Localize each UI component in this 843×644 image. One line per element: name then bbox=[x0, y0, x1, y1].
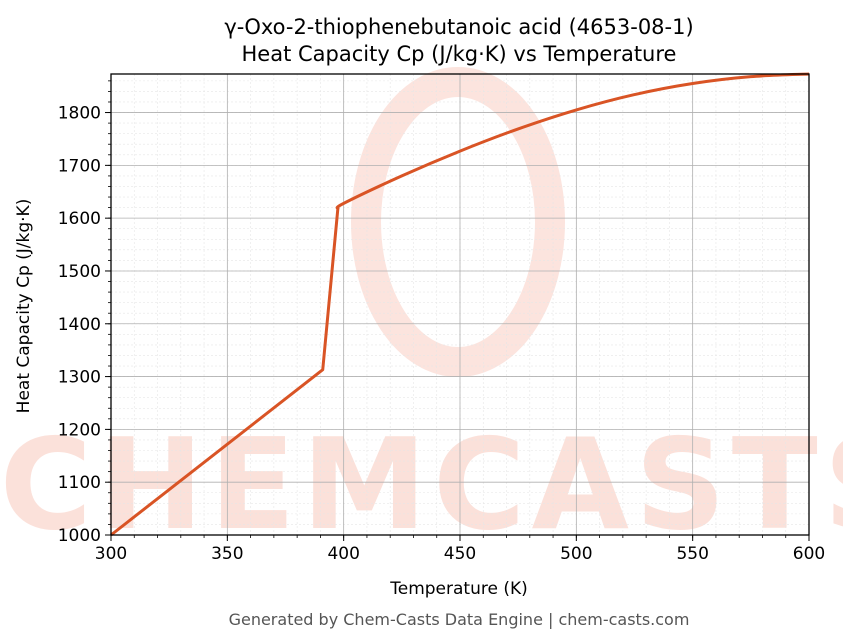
chart-title: γ-Oxo-2-thiophenebutanoic acid (4653-08-… bbox=[224, 15, 693, 39]
y-tick-label: 1400 bbox=[58, 315, 101, 335]
y-tick-label: 1600 bbox=[58, 209, 101, 229]
watermark-text: CHEMCASTS bbox=[0, 411, 843, 558]
x-tick-label: 400 bbox=[327, 544, 359, 564]
x-tick-label: 550 bbox=[676, 544, 708, 564]
x-tick-label: 500 bbox=[560, 544, 592, 564]
x-axis-ticks: 300 350 400 450 500 550 600 bbox=[95, 535, 825, 564]
y-axis-ticks: 1000 1100 1200 1300 1400 1500 1600 1700 1800 bbox=[58, 80, 111, 546]
y-tick-label: 1300 bbox=[58, 368, 101, 388]
y-tick-label: 1500 bbox=[58, 262, 101, 282]
y-tick-label: 1000 bbox=[58, 526, 101, 546]
watermark: CHEMCASTS bbox=[0, 67, 843, 558]
y-tick-label: 1700 bbox=[58, 156, 101, 176]
x-tick-label: 450 bbox=[444, 544, 476, 564]
y-axis-label: Heat Capacity Cp (J/kg·K) bbox=[14, 199, 34, 414]
x-tick-label: 350 bbox=[211, 544, 243, 564]
x-tick-label: 600 bbox=[793, 544, 825, 564]
watermark-logo-mark bbox=[351, 67, 565, 377]
y-tick-label: 1800 bbox=[58, 104, 101, 124]
y-tick-label: 1100 bbox=[58, 473, 101, 493]
series-line bbox=[110, 72, 810, 537]
footer-credit: Generated by Chem-Casts Data Engine | ch… bbox=[229, 610, 690, 629]
y-tick-label: 1200 bbox=[58, 420, 101, 440]
series-layer bbox=[110, 72, 810, 537]
x-tick-label: 300 bbox=[95, 544, 127, 564]
chart-subtitle: Heat Capacity Cp (J/kg·K) vs Temperature bbox=[242, 42, 677, 66]
x-axis-label: Temperature (K) bbox=[389, 579, 528, 599]
